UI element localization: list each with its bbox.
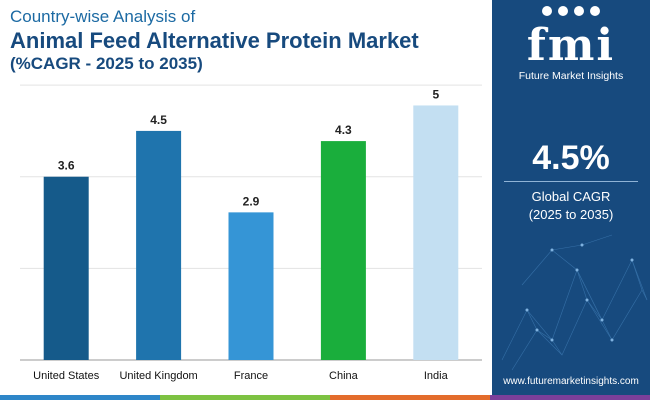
logo-icons (492, 6, 650, 18)
data-label: 4.5 (150, 113, 167, 127)
x-tick-label: China (329, 370, 359, 382)
brand-name: Future Market Insights (518, 70, 624, 82)
fish-icon (558, 6, 568, 16)
cagr-divider (504, 181, 638, 182)
title-line-3: (%CAGR - 2025 to 2035) (10, 54, 203, 73)
bar (136, 130, 182, 360)
bar (320, 141, 366, 360)
data-label: 4.3 (335, 123, 352, 137)
x-tick-label: United Kingdom (119, 370, 197, 382)
data-label: 3.6 (58, 159, 75, 173)
global-cagr-value: 4.5% (532, 139, 610, 177)
person-icon (590, 6, 600, 16)
bottom-color-bar (0, 395, 650, 400)
network-decoration (501, 234, 648, 371)
x-tick-label: United States (33, 370, 100, 382)
bottom-bar-segment (490, 395, 650, 400)
bar (228, 212, 274, 360)
x-tick-label: France (234, 370, 268, 382)
bottom-bar-segment (160, 395, 330, 400)
bar-chart: 3.6 United States 4.5 United Kingdom 2.9 Fran… (20, 84, 482, 382)
global-cagr-label: Global CAGR (531, 189, 611, 204)
side-panel: fmi Future Market Insights 4.5% Global C… (492, 0, 650, 395)
title-line-1: Country-wise Analysis of (10, 7, 196, 26)
bar (413, 105, 459, 360)
data-label: 2.9 (243, 194, 260, 208)
drop-icon (574, 6, 584, 16)
title-line-2: Animal Feed Alternative Protein Market (10, 28, 419, 53)
bottom-bar-segment (330, 395, 490, 400)
bar (43, 176, 89, 360)
leaf-icon (542, 6, 552, 16)
logo-text: fmi (526, 20, 616, 71)
global-cagr-range: (2025 to 2035) (528, 207, 614, 222)
x-tick-label: India (424, 370, 449, 382)
fmi-logo: fmi Future Market Insights (492, 6, 650, 82)
chart-title: Country-wise Analysis of Animal Feed Alt… (10, 6, 419, 75)
website-link[interactable]: www.futuremarketinsights.com (503, 376, 639, 387)
bottom-bar-segment (0, 395, 160, 400)
data-label: 5 (432, 87, 439, 101)
